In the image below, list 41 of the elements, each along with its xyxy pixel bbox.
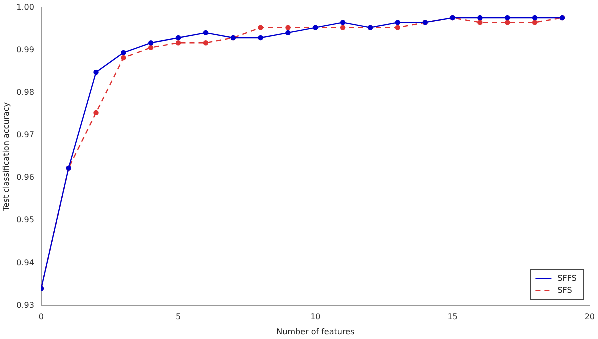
point: [478, 15, 483, 21]
y-tick-label: 1.00: [16, 2, 34, 12]
point: [203, 30, 209, 36]
point: [286, 30, 291, 36]
point: [532, 20, 538, 26]
point: [148, 45, 154, 50]
y-tick-label: 0.99: [16, 45, 34, 54]
y-tick-label: 0.94: [16, 258, 34, 268]
x-tick-label: 5: [176, 312, 182, 322]
point: [340, 25, 346, 30]
point: [340, 20, 346, 26]
y-tick-label: 0.97: [16, 130, 34, 140]
y-tick-label: 0.93: [16, 300, 34, 310]
legend-label: SFFS: [558, 274, 577, 283]
point: [94, 110, 99, 116]
x-tick-label: 15: [448, 312, 458, 322]
point: [505, 20, 510, 26]
point: [94, 70, 99, 76]
point: [203, 40, 209, 46]
point: [395, 20, 401, 26]
x-tick-label: 20: [584, 312, 596, 322]
x-axis-title: Number of features: [276, 327, 355, 336]
y-tick-label: 0.96: [16, 173, 34, 182]
point: [121, 55, 126, 61]
y-tick-label: 0.95: [16, 216, 34, 225]
legend-label: SFS: [558, 286, 572, 295]
point: [148, 40, 154, 46]
point: [395, 25, 401, 30]
x-tick-label: 10: [310, 312, 321, 322]
point: [176, 40, 182, 46]
point: [286, 25, 291, 30]
x-tick-label: 0: [38, 312, 44, 322]
point: [505, 15, 510, 21]
point: [258, 35, 264, 41]
point: [478, 20, 483, 26]
point: [258, 25, 264, 30]
point: [121, 50, 126, 56]
y-axis-title: Test classification accuracy: [2, 102, 11, 212]
point: [532, 15, 538, 21]
y-tick-label: 0.98: [16, 88, 34, 98]
point: [176, 35, 182, 41]
